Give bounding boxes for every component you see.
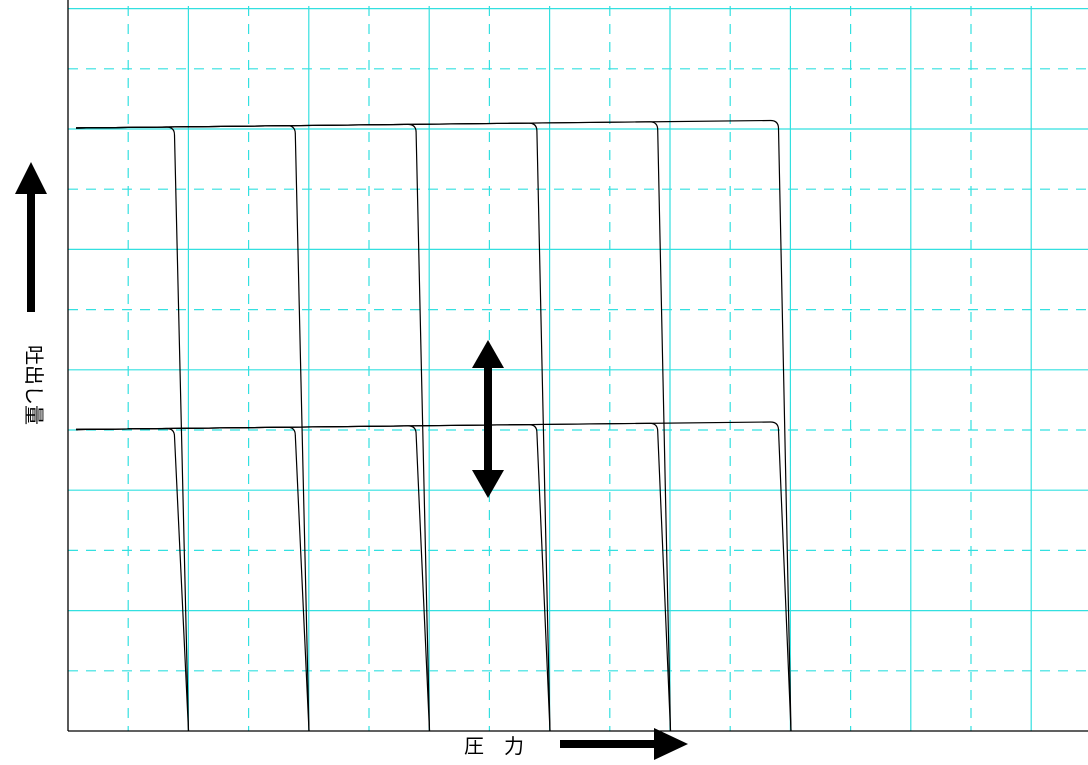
- double-arrow-shaft: [484, 360, 492, 480]
- pq-curve-2-6: [75, 421, 792, 732]
- double-arrow-head-up: [472, 340, 504, 368]
- pq-curves: [75, 119, 792, 732]
- pq-curve-2-2: [75, 426, 310, 732]
- pq-curve-2-5: [75, 422, 672, 732]
- y-axis-arrow-head: [15, 162, 47, 194]
- y-axis-arrow-shaft: [27, 188, 35, 312]
- pq-curve-2-3: [75, 425, 431, 732]
- grid: [68, 6, 1088, 731]
- y-axis-label: 吐出し量: [22, 345, 46, 425]
- x-axis-label: 圧 力: [464, 734, 524, 758]
- annotations: [15, 162, 688, 760]
- x-axis-arrow-head: [654, 728, 688, 760]
- pq-curve-1-6: [75, 119, 792, 732]
- axes: [67, 0, 1088, 732]
- x-axis-arrow-shaft: [560, 740, 660, 748]
- double-arrow-head-down: [472, 470, 504, 498]
- pq-curve-2-1: [75, 427, 190, 732]
